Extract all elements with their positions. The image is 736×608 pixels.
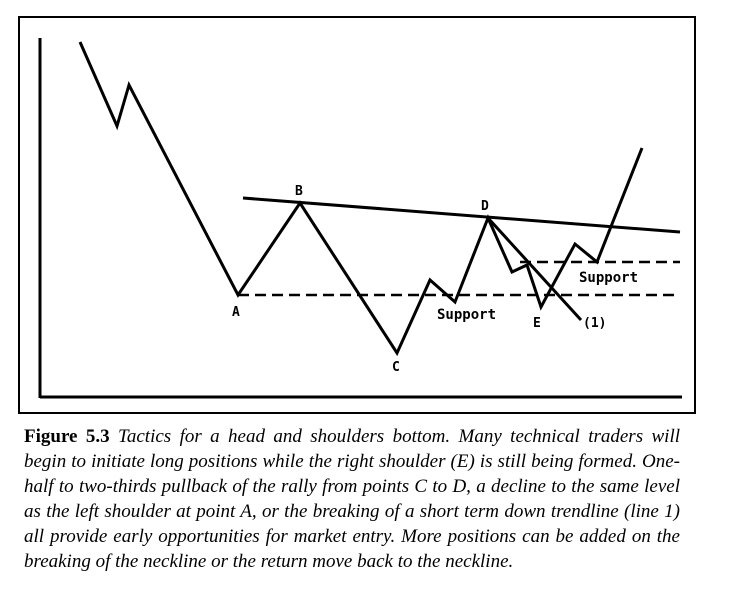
price-path [78,41,644,357]
trendline-label: (1) [583,316,606,331]
trendline-1 [486,216,583,322]
head-and-shoulders-diagram: A B C D E Support Support (1) [38,38,682,399]
point-label-d: D [481,199,489,214]
point-label-e: E [533,316,541,331]
support-label-lower: Support [437,307,496,323]
neckline [242,196,681,234]
support-label-upper: Support [579,270,638,286]
figure-caption-text: Tactics for a head and shoulders bottom.… [24,426,680,572]
point-label-b: B [295,184,303,199]
figure-label: Figure 5.3 [24,426,110,447]
point-label-a: A [232,305,240,320]
figure-caption: Figure 5.3 Tactics for a head and should… [24,424,680,574]
figure-frame [18,16,696,414]
point-label-c: C [392,360,400,375]
